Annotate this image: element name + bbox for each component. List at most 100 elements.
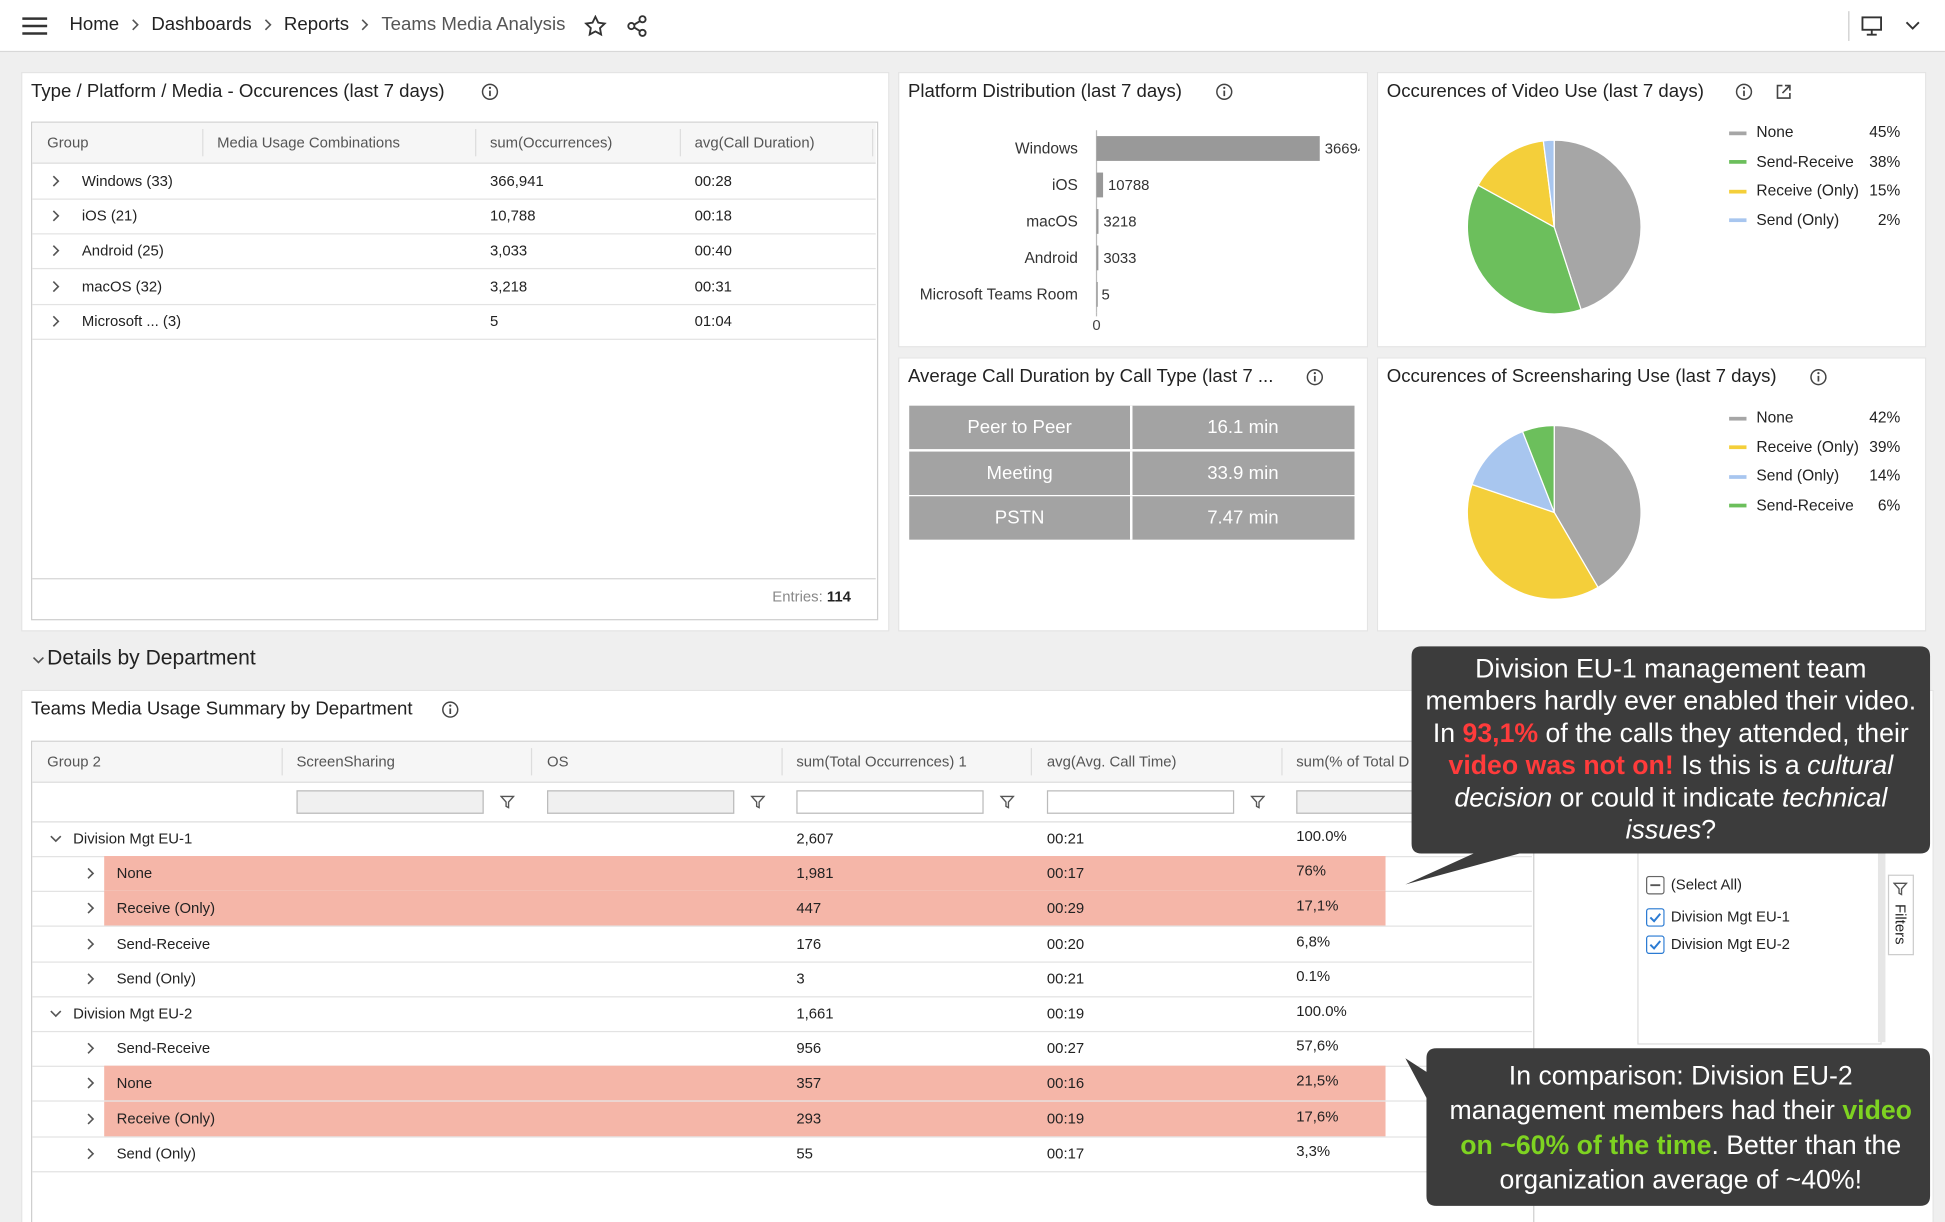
callout-phrase: Is this is a bbox=[1673, 750, 1808, 781]
info-button[interactable] bbox=[1810, 368, 1827, 386]
cell: Division Mgt EU-1 bbox=[73, 829, 193, 848]
legend-label: Receive (Only) bbox=[1756, 181, 1859, 200]
expand-toggle[interactable] bbox=[50, 1007, 62, 1019]
expand-toggle[interactable] bbox=[84, 1042, 96, 1055]
expand-toggle[interactable] bbox=[84, 972, 96, 985]
legend-label: Send-Receive bbox=[1756, 152, 1854, 170]
expand-toggle[interactable] bbox=[84, 1112, 96, 1125]
breadcrumb-separator bbox=[264, 18, 272, 30]
cell: None bbox=[116, 864, 153, 883]
bar bbox=[1096, 136, 1320, 161]
filter-button[interactable] bbox=[499, 794, 515, 809]
column-divider bbox=[202, 129, 204, 157]
callout-phrase: ? bbox=[1701, 815, 1717, 845]
menu-button[interactable] bbox=[21, 15, 48, 37]
row-highlight bbox=[104, 891, 1386, 926]
cell: 00:20 bbox=[1046, 934, 1085, 953]
expand-toggle[interactable] bbox=[50, 832, 62, 844]
column-header: Group 2 bbox=[47, 752, 101, 771]
info-button[interactable] bbox=[1216, 83, 1233, 100]
info-button[interactable] bbox=[481, 83, 499, 100]
entries-value: 114 bbox=[826, 587, 851, 606]
legend-value: 6% bbox=[1877, 496, 1901, 514]
favorite-button[interactable] bbox=[584, 14, 607, 37]
cell: Android (25) bbox=[81, 242, 164, 260]
scrollbar bbox=[1877, 818, 1886, 1043]
legend-label: Send (Only) bbox=[1756, 210, 1840, 229]
cell: Meeting bbox=[986, 462, 1053, 484]
row-line bbox=[32, 960, 1532, 963]
dropdown-button[interactable] bbox=[1904, 17, 1921, 34]
panel-title: Average Call Duration by Call Type (last… bbox=[907, 365, 1274, 388]
legend-marker bbox=[1729, 189, 1747, 193]
pie-slice bbox=[1553, 424, 1642, 589]
column-header: Media Usage Combinations bbox=[217, 133, 400, 152]
filter-input bbox=[296, 790, 484, 814]
share-button[interactable] bbox=[626, 15, 648, 37]
cell: 1,981 bbox=[796, 864, 834, 883]
filter-button[interactable] bbox=[999, 794, 1015, 809]
cell: Send (Only) bbox=[116, 1144, 197, 1162]
column-header: OS bbox=[547, 752, 569, 771]
expand-toggle[interactable] bbox=[84, 1077, 96, 1090]
divider bbox=[1848, 11, 1850, 41]
row-line bbox=[32, 198, 876, 200]
data-label: 366941 bbox=[1325, 141, 1360, 157]
expand-toggle[interactable] bbox=[32, 654, 44, 666]
expand-toggle[interactable] bbox=[84, 1147, 96, 1160]
cell: 176 bbox=[796, 934, 822, 953]
cell: 3 bbox=[796, 969, 805, 988]
column-divider bbox=[281, 748, 283, 776]
expand-toggle[interactable] bbox=[50, 245, 62, 257]
info-button[interactable] bbox=[1735, 83, 1753, 100]
data-label: 10788 bbox=[1108, 178, 1149, 194]
pie-slice bbox=[1466, 483, 1599, 600]
row-line bbox=[32, 578, 876, 580]
column-divider bbox=[530, 748, 533, 776]
row-line bbox=[32, 1170, 1532, 1173]
breadcrumb-item[interactable]: Dashboards bbox=[151, 13, 252, 35]
breadcrumb-separator bbox=[132, 18, 139, 30]
row-line bbox=[32, 338, 876, 340]
breadcrumb-item[interactable]: Home bbox=[69, 13, 120, 35]
display-button[interactable] bbox=[1861, 15, 1883, 37]
table-frame bbox=[31, 740, 1535, 1222]
info-button[interactable] bbox=[1306, 368, 1324, 386]
data-label: 3033 bbox=[1103, 251, 1136, 267]
pie-slice bbox=[1471, 430, 1556, 514]
filter-button[interactable] bbox=[1892, 881, 1908, 896]
filter-input bbox=[547, 790, 735, 814]
cell: PSTN bbox=[994, 507, 1045, 529]
breadcrumb: Home Dashboards Reports Teams Media Analysi… bbox=[69, 14, 565, 35]
cell: Send (Only) bbox=[116, 969, 197, 988]
expand-toggle[interactable] bbox=[50, 210, 62, 222]
expand-toggle[interactable] bbox=[84, 937, 96, 950]
expand-toggle[interactable] bbox=[50, 315, 62, 327]
filter-button[interactable] bbox=[750, 794, 766, 809]
cell: 00:27 bbox=[1046, 1039, 1085, 1057]
info-button[interactable] bbox=[442, 701, 459, 718]
breadcrumb-separator bbox=[362, 18, 369, 30]
checkbox[interactable] bbox=[1645, 875, 1664, 894]
open-external-button[interactable] bbox=[1775, 83, 1792, 100]
panel bbox=[1376, 357, 1927, 632]
filter-button[interactable] bbox=[1250, 794, 1266, 809]
checkbox[interactable] bbox=[1645, 934, 1664, 954]
legend-label: Send (Only) bbox=[1756, 467, 1840, 485]
breadcrumb-item[interactable]: Reports bbox=[283, 13, 350, 35]
cell: None bbox=[116, 1074, 153, 1092]
category-label: Microsoft Teams Room bbox=[920, 286, 1078, 303]
expand-toggle[interactable] bbox=[50, 280, 62, 292]
legend-marker bbox=[1729, 218, 1747, 223]
expand-toggle[interactable] bbox=[84, 867, 96, 880]
panel-title: Type / Platform / Media - Occurences (la… bbox=[31, 80, 445, 102]
cell: 3,218 bbox=[489, 277, 528, 295]
callout-phrase: . Better than the organization average o… bbox=[1499, 1130, 1902, 1195]
x-tick-label: 0 bbox=[1092, 318, 1100, 334]
panel bbox=[21, 71, 890, 632]
checkbox[interactable] bbox=[1645, 907, 1664, 927]
expand-toggle[interactable] bbox=[84, 902, 96, 915]
expand-toggle[interactable] bbox=[50, 175, 62, 187]
column-header: sum(Total Occurrences) 1 bbox=[796, 752, 967, 771]
